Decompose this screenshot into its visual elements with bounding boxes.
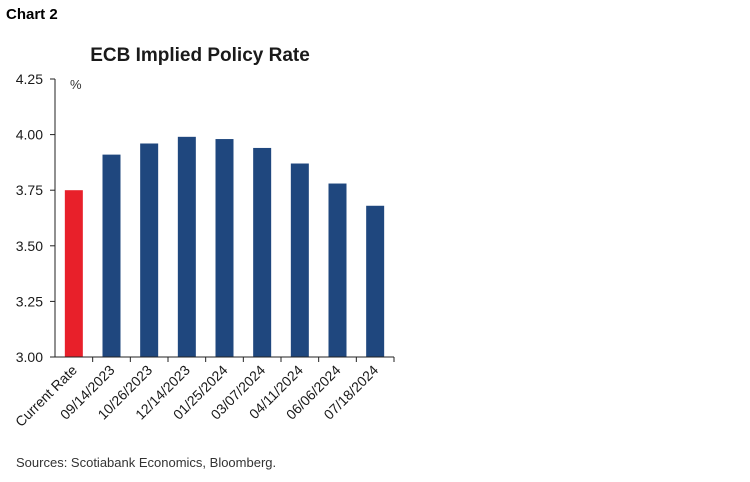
y-tick-label: 4.00 (16, 127, 43, 143)
y-tick-label: 3.50 (16, 238, 43, 254)
bar (64, 190, 83, 357)
source-note: Sources: Scotiabank Economics, Bloomberg… (16, 455, 277, 470)
y-unit-label: % (70, 77, 82, 92)
y-tick-label: 3.75 (16, 182, 43, 198)
bar (253, 147, 272, 357)
bars (64, 136, 385, 357)
chart-title: ECB Implied Policy Rate (90, 45, 310, 66)
y-axis: 3.00 3.25 3.50 3.75 4.00 4.25 (16, 71, 56, 365)
chart-label: Chart 2 (6, 6, 58, 23)
bar (140, 143, 159, 357)
y-tick-label: 3.25 (16, 293, 43, 309)
bar (290, 163, 309, 357)
bar (215, 139, 234, 357)
bar (102, 154, 121, 357)
y-tick-label: 3.00 (16, 349, 43, 365)
bar (366, 205, 385, 357)
x-axis: Current Rate09/14/202310/26/202312/14/20… (12, 356, 395, 430)
y-tick-label: 4.25 (16, 71, 43, 87)
bar (328, 183, 347, 357)
bar (177, 136, 196, 357)
